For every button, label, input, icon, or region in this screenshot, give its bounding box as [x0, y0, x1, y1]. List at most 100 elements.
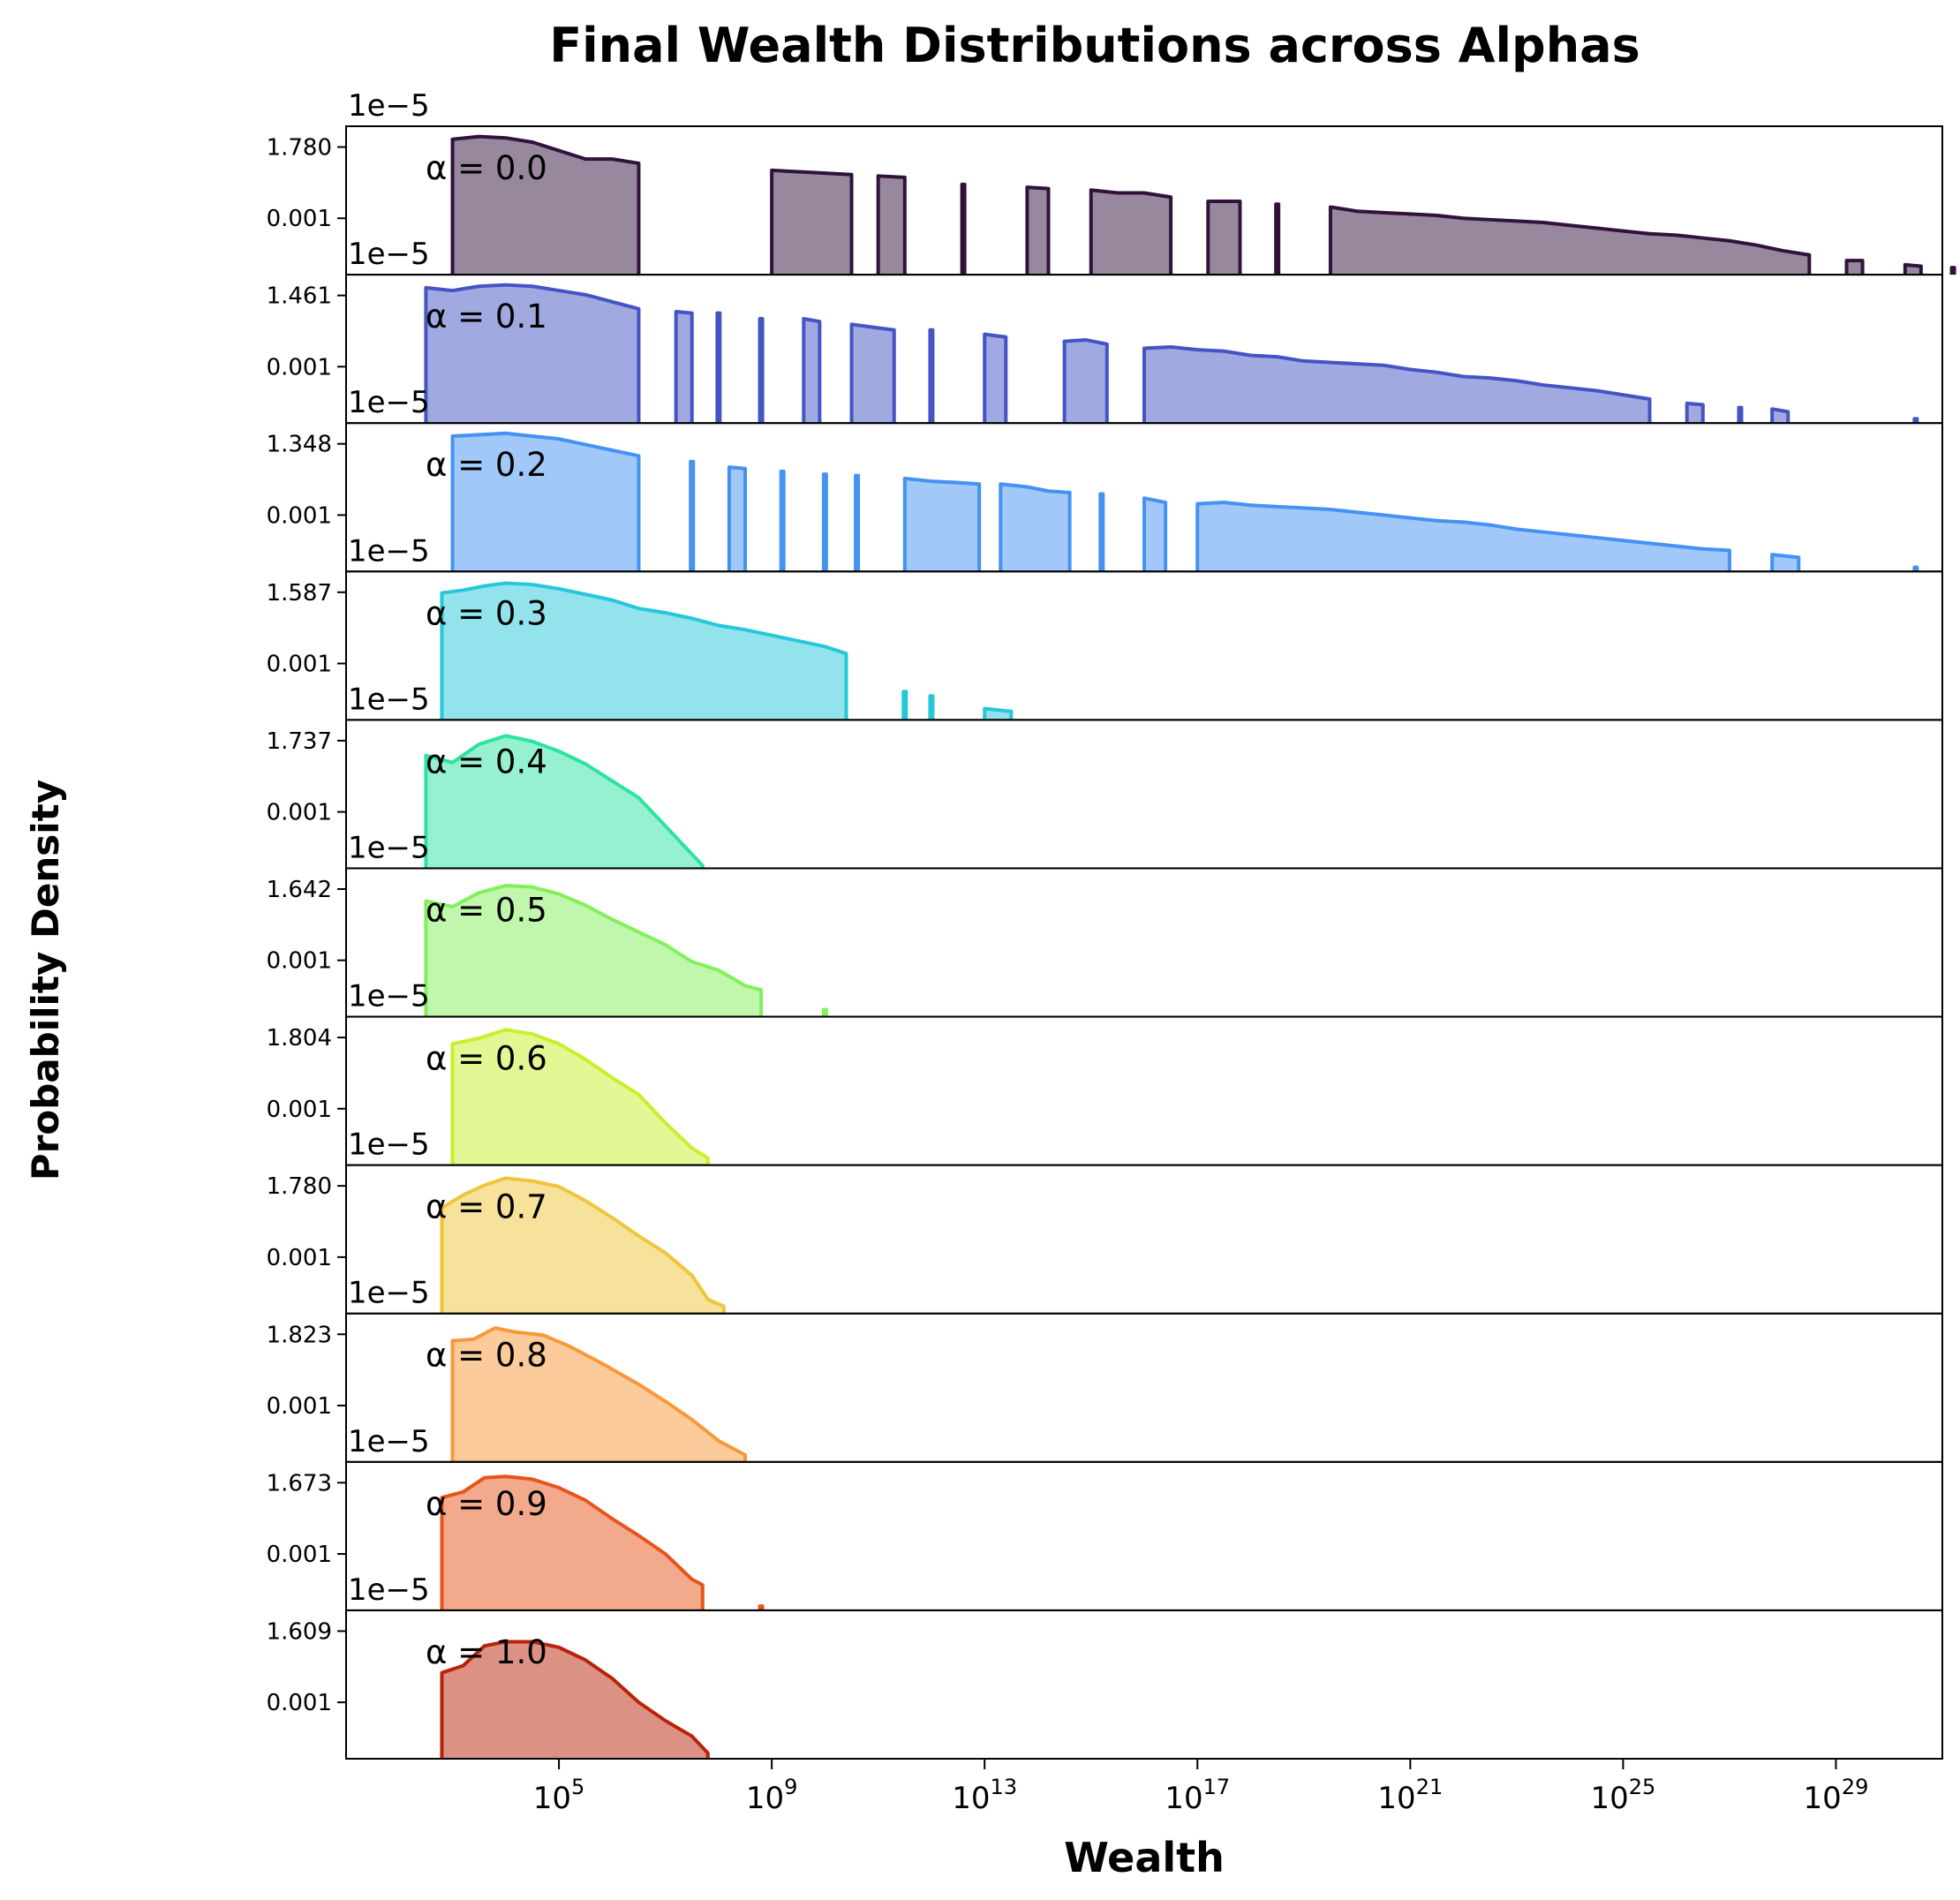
density-area-segment	[440, 1474, 705, 1610]
density-area-segment	[802, 317, 822, 424]
offset-label: 1e−5	[348, 1127, 430, 1163]
top-offset-label: 1e−5	[348, 88, 430, 124]
density-area-segment	[983, 332, 1008, 424]
density-area-segment	[999, 482, 1072, 572]
density-area-segment	[854, 473, 861, 572]
alpha-label: α = 0.0	[426, 149, 547, 187]
density-area-segment	[1142, 344, 1652, 424]
y-tick-label: 0.001	[267, 1542, 332, 1568]
y-tick-label: 1.673	[267, 1470, 332, 1497]
y-tick-label: 1.609	[267, 1618, 332, 1645]
density-area-segment	[758, 317, 765, 424]
density-area-segment	[1903, 262, 1923, 275]
x-tick-label: 1021	[1377, 1775, 1443, 1816]
alpha-label: α = 0.6	[426, 1040, 547, 1078]
offset-label: 1e−5	[348, 1572, 430, 1608]
y-tick-label: 1.348	[267, 432, 332, 458]
alpha-label: α = 0.3	[426, 594, 547, 632]
x-tick-label: 1025	[1590, 1775, 1655, 1816]
density-area-segment	[1770, 553, 1801, 572]
panels-group: 1.780 0.001 1e−5 α = 0.0 1.461 0.001 1e−5 α = 0…	[267, 88, 1956, 1760]
density-area-segment	[1912, 565, 1919, 572]
density-area-segment	[727, 465, 747, 572]
density-area-segment	[876, 174, 907, 275]
panel-8: 1.823 0.001 1e−5 α = 0.8	[267, 1312, 1943, 1463]
density-area-segment	[901, 690, 908, 720]
y-tick-label: 0.001	[267, 800, 332, 826]
density-area-segment	[770, 168, 854, 275]
x-tick-label: 1017	[1165, 1775, 1230, 1816]
density-area-segment	[1098, 492, 1105, 572]
density-area-segment	[821, 1007, 828, 1017]
density-area-segment	[440, 1176, 726, 1314]
y-tick-label: 0.001	[267, 651, 332, 677]
offset-label: 1e−5	[348, 830, 430, 865]
alpha-label: α = 0.2	[426, 446, 547, 484]
panel-0: 1.780 0.001 1e−5 α = 0.0	[267, 125, 1956, 276]
y-tick-label: 1.823	[267, 1322, 332, 1348]
panel-3: 1.587 0.001 1e−5 α = 0.3	[267, 570, 1943, 721]
density-area-segment	[960, 182, 967, 275]
panel-10: 1.609 0.001 α = 1.0	[267, 1609, 1943, 1760]
density-area-segment	[1274, 202, 1281, 275]
density-area-segment	[779, 469, 786, 572]
alpha-label: α = 1.0	[426, 1633, 547, 1671]
y-tick-label: 1.780	[267, 1173, 332, 1200]
offset-label: 1e−5	[348, 979, 430, 1014]
panel-frame	[345, 1609, 1943, 1760]
density-area-segment	[450, 1326, 747, 1462]
y-tick-label: 1.461	[267, 283, 332, 310]
density-area-segment	[1195, 501, 1731, 572]
density-area-segment	[440, 1640, 710, 1759]
y-tick-label: 0.001	[267, 502, 332, 529]
panel-7: 1.780 0.001 1e−5 α = 0.7	[267, 1164, 1943, 1315]
density-area-segment	[1062, 337, 1109, 424]
density-area-segment	[821, 472, 828, 572]
y-tick-label: 1.780	[267, 135, 332, 162]
y-axis-label: Probability Density	[24, 780, 67, 1180]
y-tick-label: 1.642	[267, 877, 332, 903]
density-area-segment	[1206, 200, 1242, 275]
density-area-segment	[1685, 401, 1705, 424]
offset-label: 1e−5	[348, 1424, 430, 1459]
x-axis-label: Wealth	[1064, 1834, 1225, 1881]
density-area-segment	[424, 734, 705, 869]
y-tick-label: 0.001	[267, 948, 332, 975]
offset-label: 1e−5	[348, 1276, 430, 1311]
panel-2: 1.348 0.001 1e−5 α = 0.2	[267, 422, 1943, 573]
density-area-segment	[450, 1028, 710, 1165]
y-tick-label: 0.001	[267, 1097, 332, 1123]
alpha-label: α = 0.4	[426, 743, 547, 780]
x-tick-label: 1013	[952, 1775, 1017, 1816]
y-tick-label: 1.587	[267, 580, 332, 607]
chart-title: Final Wealth Distributions across Alphas	[549, 18, 1640, 73]
x-tick-label: 1029	[1804, 1775, 1869, 1816]
x-tick-label: 105	[533, 1775, 585, 1816]
density-area-segment	[928, 328, 935, 424]
y-tick-label: 0.001	[267, 1393, 332, 1420]
density-area-segment	[1328, 205, 1812, 275]
alpha-label: α = 0.8	[426, 1337, 547, 1375]
panel-9: 1.673 0.001 1e−5 α = 0.9	[267, 1460, 1943, 1611]
density-area-segment	[1737, 405, 1744, 424]
density-area-segment	[424, 283, 641, 424]
density-area-segment	[1025, 185, 1051, 275]
density-area-segment	[849, 322, 896, 424]
offset-label: 1e−5	[348, 682, 430, 717]
alpha-label: α = 0.7	[426, 1188, 547, 1226]
y-tick-label: 0.001	[267, 206, 332, 232]
alpha-label: α = 0.1	[426, 298, 547, 336]
y-tick-label: 0.001	[267, 354, 332, 381]
density-area-segment	[689, 459, 696, 572]
density-area-segment	[1949, 266, 1956, 275]
density-area-segment	[928, 694, 935, 720]
density-area-segment	[902, 476, 982, 572]
panel-5: 1.642 0.001 1e−5 α = 0.5	[267, 867, 1943, 1018]
x-tick-label: 109	[746, 1775, 798, 1816]
density-area-segment	[674, 310, 694, 424]
y-tick-label: 1.737	[267, 728, 332, 755]
density-area-segment	[1142, 496, 1168, 572]
offset-label: 1e−5	[348, 385, 430, 420]
density-area-segment	[450, 134, 641, 275]
